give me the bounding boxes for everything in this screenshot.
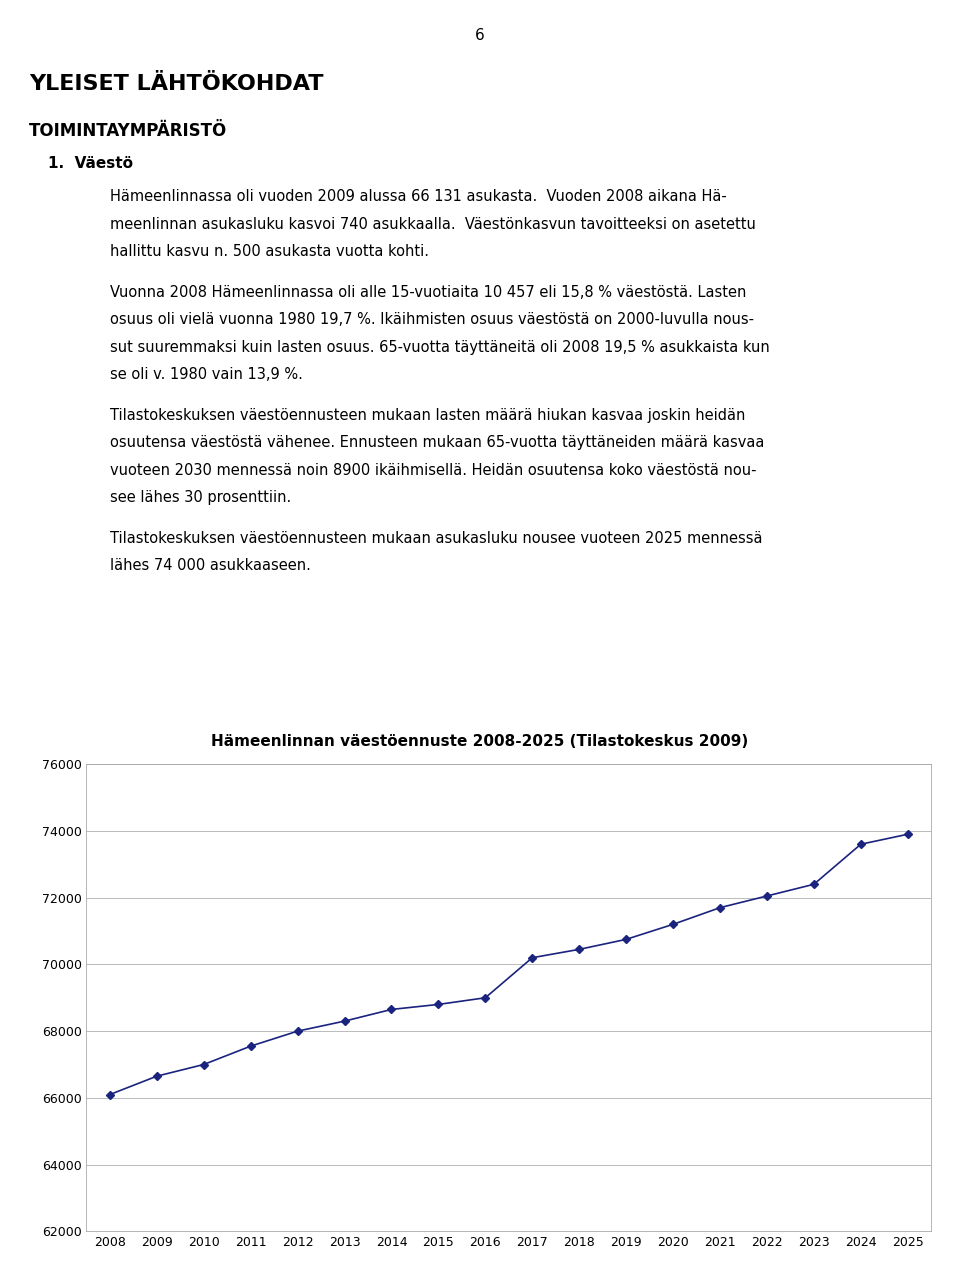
Text: hallittu kasvu n. 500 asukasta vuotta kohti.: hallittu kasvu n. 500 asukasta vuotta ko… <box>110 244 429 260</box>
Text: YLEISET LÄHTÖKOHDAT: YLEISET LÄHTÖKOHDAT <box>29 74 324 95</box>
Text: Hämeenlinnan väestöennuste 2008-2025 (Tilastokeskus 2009): Hämeenlinnan väestöennuste 2008-2025 (Ti… <box>211 733 749 749</box>
Text: sut suuremmaksi kuin lasten osuus. 65-vuotta täyttäneitä oli 2008 19,5 % asukkai: sut suuremmaksi kuin lasten osuus. 65-vu… <box>110 339 770 355</box>
Text: Tilastokeskuksen väestöennusteen mukaan lasten määrä hiukan kasvaa joskin heidän: Tilastokeskuksen väestöennusteen mukaan … <box>110 407 746 422</box>
Text: 1.  Väestö: 1. Väestö <box>48 156 133 172</box>
Text: lähes 74 000 asukkaaseen.: lähes 74 000 asukkaaseen. <box>110 558 311 573</box>
Text: se oli v. 1980 vain 13,9 %.: se oli v. 1980 vain 13,9 %. <box>110 367 303 383</box>
Text: meenlinnan asukasluku kasvoi 740 asukkaalla.  Väestönkasvun tavoitteeksi on aset: meenlinnan asukasluku kasvoi 740 asukkaa… <box>110 216 756 232</box>
Text: Hämeenlinnassa oli vuoden 2009 alussa 66 131 asukasta.  Vuoden 2008 aikana Hä-: Hämeenlinnassa oli vuoden 2009 alussa 66… <box>110 189 727 205</box>
Text: osuus oli vielä vuonna 1980 19,7 %. Ikäihmisten osuus väestöstä on 2000-luvulla : osuus oli vielä vuonna 1980 19,7 %. Ikäi… <box>110 312 755 328</box>
Text: Tilastokeskuksen väestöennusteen mukaan asukasluku nousee vuoteen 2025 mennessä: Tilastokeskuksen väestöennusteen mukaan … <box>110 530 763 545</box>
Text: TOIMINTAYMPÄRISTÖ: TOIMINTAYMPÄRISTÖ <box>29 122 228 140</box>
Text: vuoteen 2030 mennessä noin 8900 ikäihmisellä. Heidän osuutensa koko väestöstä no: vuoteen 2030 mennessä noin 8900 ikäihmis… <box>110 462 756 477</box>
Text: Vuonna 2008 Hämeenlinnassa oli alle 15-vuotiaita 10 457 eli 15,8 % väestöstä. La: Vuonna 2008 Hämeenlinnassa oli alle 15-v… <box>110 284 747 300</box>
Text: see lähes 30 prosenttiin.: see lähes 30 prosenttiin. <box>110 490 292 506</box>
Text: 6: 6 <box>475 28 485 44</box>
Text: osuutensa väestöstä vähenee. Ennusteen mukaan 65-vuotta täyttäneiden määrä kasva: osuutensa väestöstä vähenee. Ennusteen m… <box>110 435 765 451</box>
